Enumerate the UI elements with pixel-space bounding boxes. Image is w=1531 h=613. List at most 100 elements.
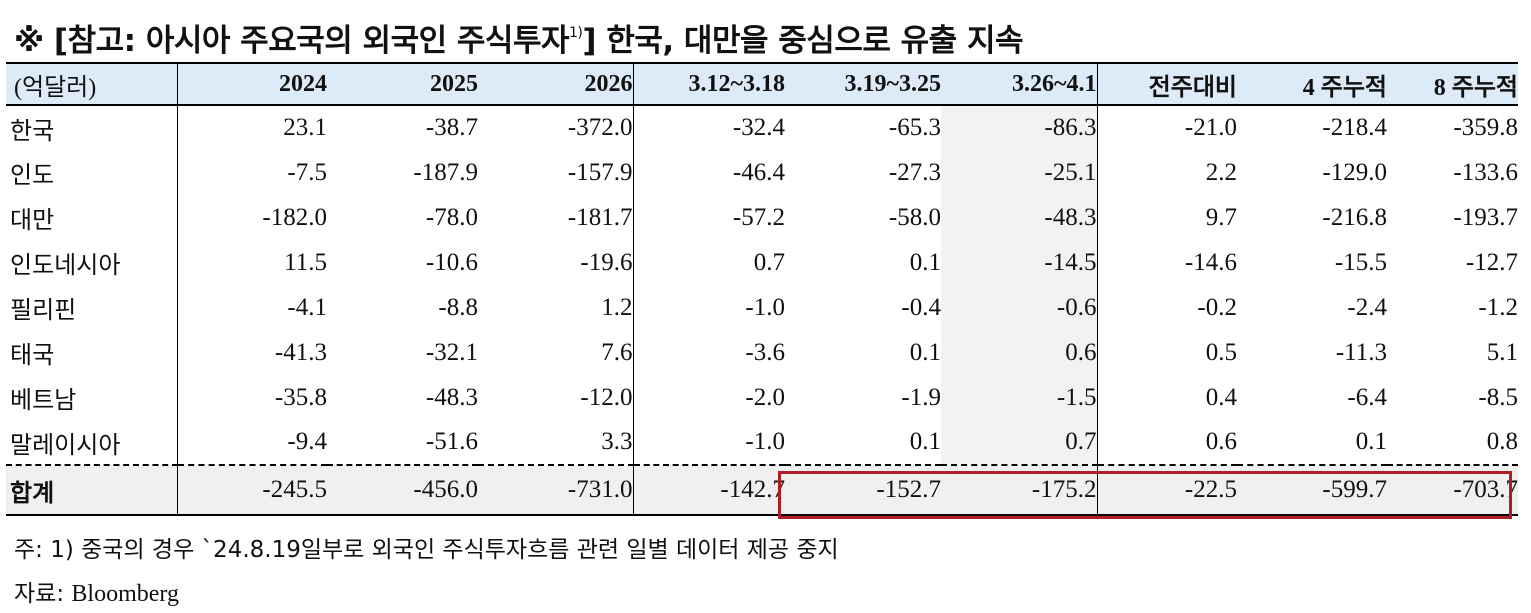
value-cell: -1.9 [901, 383, 941, 411]
col-header-week1: 3.12~3.18 [632, 62, 785, 106]
header-row: (억달러) 2024 2025 2026 3.12~3.18 3.19~3.25… [6, 62, 1518, 106]
value-cell: -245.5 [176, 464, 327, 516]
value-cell: -19.6 [580, 248, 633, 276]
value-cell: 0.1 [909, 428, 941, 455]
table-row: 필리핀 -4.1 -8.8 1.2 -1.0 -0.4 -0.6 -0.2 -2.4 -1.2 [6, 285, 1518, 330]
footnote: 주: 1) 중국의 경우 `24.8.19일부로 외국인 주식투자흐름 관련 일… [14, 530, 839, 564]
value-cell: 0.1 [909, 338, 941, 366]
value-cell: -599.7 [1237, 464, 1387, 516]
country-name: 인도 [10, 161, 55, 189]
country-name: 한국 [10, 116, 55, 145]
value-cell: 0.6 [1096, 420, 1237, 465]
value-cell: 0.7 [632, 240, 785, 285]
value-cell: -1.2 [1478, 293, 1518, 321]
value-cell: -58.0 [888, 203, 941, 231]
table-row: 말레이시아 -9.4 -51.6 3.3 -1.0 0.1 0.7 0.6 0.1 0.8 [6, 420, 1518, 465]
value-cell: 9.7 [1096, 195, 1237, 240]
value-cell: -372.0 [567, 114, 633, 141]
value-cell: -6.4 [1347, 383, 1387, 411]
value-cell: 0.8 [1486, 428, 1518, 455]
value-cell: -32.1 [425, 338, 478, 366]
value-cell: -2.0 [632, 375, 785, 420]
value-cell: -175.2 [941, 464, 1097, 516]
value-cell: 3.3 [601, 428, 633, 455]
value-cell: -38.7 [425, 114, 478, 141]
value-cell: -129.0 [1322, 158, 1387, 186]
value-cell: 1.2 [601, 293, 633, 321]
value-cell: -731.0 [478, 464, 633, 516]
table-row: 대만 -182.0 -78.0 -181.7 -57.2 -58.0 -48.3 9.7 -21… [6, 195, 1518, 240]
value-cell: -216.8 [1322, 203, 1387, 231]
col-header-week2: 3.19~3.25 [785, 62, 941, 106]
value-cell: -193.7 [1453, 203, 1518, 231]
value-cell: -27.3 [888, 158, 941, 186]
footnote-text: 주: 1) 중국의 경우 `24.8.19일부로 외국인 주식투자흐름 관련 일… [14, 537, 839, 563]
value-cell: -51.6 [425, 428, 478, 455]
value-cell: -0.2 [1096, 285, 1237, 330]
value-cell: -57.2 [632, 195, 785, 240]
value-cell: -142.7 [632, 464, 785, 516]
value-cell: -48.3 [425, 383, 478, 411]
value-cell: -41.3 [176, 330, 327, 375]
title-footnote-mark: 1) [568, 25, 583, 41]
value-cell: -12.7 [1465, 248, 1518, 276]
value-cell: -3.6 [632, 330, 785, 375]
col-header-2025: 2025 [327, 62, 478, 106]
value-cell: -78.0 [425, 203, 478, 231]
value-cell: -359.8 [1453, 114, 1518, 141]
value-cell: -65.3 [888, 114, 941, 141]
table-row: 한국 23.1 -38.7 -372.0 -32.4 -65.3 -86.3 -21.0 -21… [6, 105, 1518, 150]
value-cell: -1.0 [632, 420, 785, 465]
value-cell: 5.1 [1486, 338, 1518, 366]
source-label: 자료: [14, 581, 72, 607]
country-name: 필리핀 [10, 296, 77, 324]
value-cell: -86.3 [941, 105, 1097, 150]
value-cell: -14.6 [1096, 240, 1237, 285]
source-value: Bloomberg [71, 581, 179, 607]
value-cell: -10.6 [425, 248, 478, 276]
value-cell: 7.6 [601, 338, 633, 366]
value-cell: -4.1 [176, 285, 327, 330]
page-title: ※ [참고: 아시아 주요국의 외국인 주식투자1)] 한국, 대만을 중심으로… [14, 8, 1024, 59]
value-cell: -21.0 [1096, 105, 1237, 150]
value-cell: 0.4 [1096, 375, 1237, 420]
country-name: 태국 [10, 341, 55, 369]
total-label: 합계 [6, 464, 177, 516]
table-row: 베트남 -35.8 -48.3 -12.0 -2.0 -1.9 -1.5 0.4 -6.4 -8.… [6, 375, 1518, 420]
value-cell: -14.5 [941, 240, 1097, 285]
value-cell: 0.7 [941, 420, 1097, 465]
col-header-2026: 2026 [478, 62, 633, 106]
value-cell: 0.1 [909, 248, 941, 276]
value-cell: -7.5 [176, 150, 327, 195]
title-main: ※ [참고: 아시아 주요국의 외국인 주식투자 [14, 23, 569, 59]
value-cell: -133.6 [1453, 158, 1518, 186]
country-name: 말레이시아 [10, 430, 121, 459]
value-cell: 0.1 [1355, 428, 1387, 455]
value-cell: -703.7 [1387, 464, 1518, 516]
value-cell: -8.5 [1478, 383, 1518, 411]
value-cell: -1.5 [941, 375, 1097, 420]
value-cell: -22.5 [1096, 464, 1237, 516]
value-cell: -456.0 [327, 464, 478, 516]
value-cell: -181.7 [567, 203, 633, 231]
col-header-8week: 8 주누적 [1387, 62, 1518, 106]
unit-header: (억달러) [6, 62, 177, 106]
value-cell: -218.4 [1322, 114, 1387, 141]
country-name: 인도네시아 [10, 251, 121, 279]
table-row: 인도네시아 11.5 -10.6 -19.6 0.7 0.1 -14.5 -14.6 -15.5… [6, 240, 1518, 285]
value-cell: -32.4 [632, 105, 785, 150]
col-header-wow: 전주대비 [1096, 62, 1237, 106]
value-cell: -182.0 [176, 195, 327, 240]
value-cell: -1.0 [632, 285, 785, 330]
value-cell: 0.5 [1096, 330, 1237, 375]
value-cell: -2.4 [1347, 293, 1387, 321]
value-cell: -152.7 [785, 464, 941, 516]
value-cell: -0.6 [941, 285, 1097, 330]
value-cell: -25.1 [941, 150, 1097, 195]
value-cell: -157.9 [567, 158, 633, 186]
value-cell: 11.5 [176, 240, 327, 285]
total-row: 합계 -245.5 -456.0 -731.0 -142.7 -152.7 -175.2 -2… [6, 464, 1518, 516]
value-cell: 0.6 [941, 330, 1097, 375]
value-cell: -9.4 [176, 420, 327, 465]
value-cell: -187.9 [413, 158, 478, 186]
